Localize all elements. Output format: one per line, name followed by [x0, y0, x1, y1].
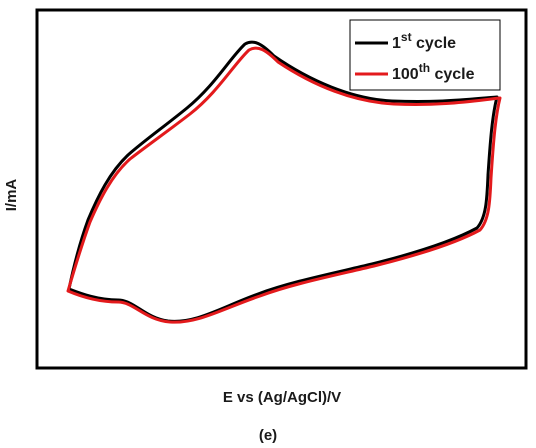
cv-curve-100th-cycle — [66, 46, 502, 324]
legend: 1st cycle 100th cycle — [349, 19, 501, 91]
x-axis-label: E vs (Ag/AgCl)/V — [223, 389, 341, 406]
curves-group — [66, 40, 502, 324]
y-axis-label: I/mA — [3, 179, 20, 212]
legend-label-1st-cycle: 1st cycle — [392, 30, 456, 52]
plot-frame — [35, 8, 528, 370]
figure-caption: (e) — [259, 427, 277, 444]
legend-label-100th-cycle: 100th cycle — [392, 61, 475, 83]
legend-box — [349, 19, 501, 91]
